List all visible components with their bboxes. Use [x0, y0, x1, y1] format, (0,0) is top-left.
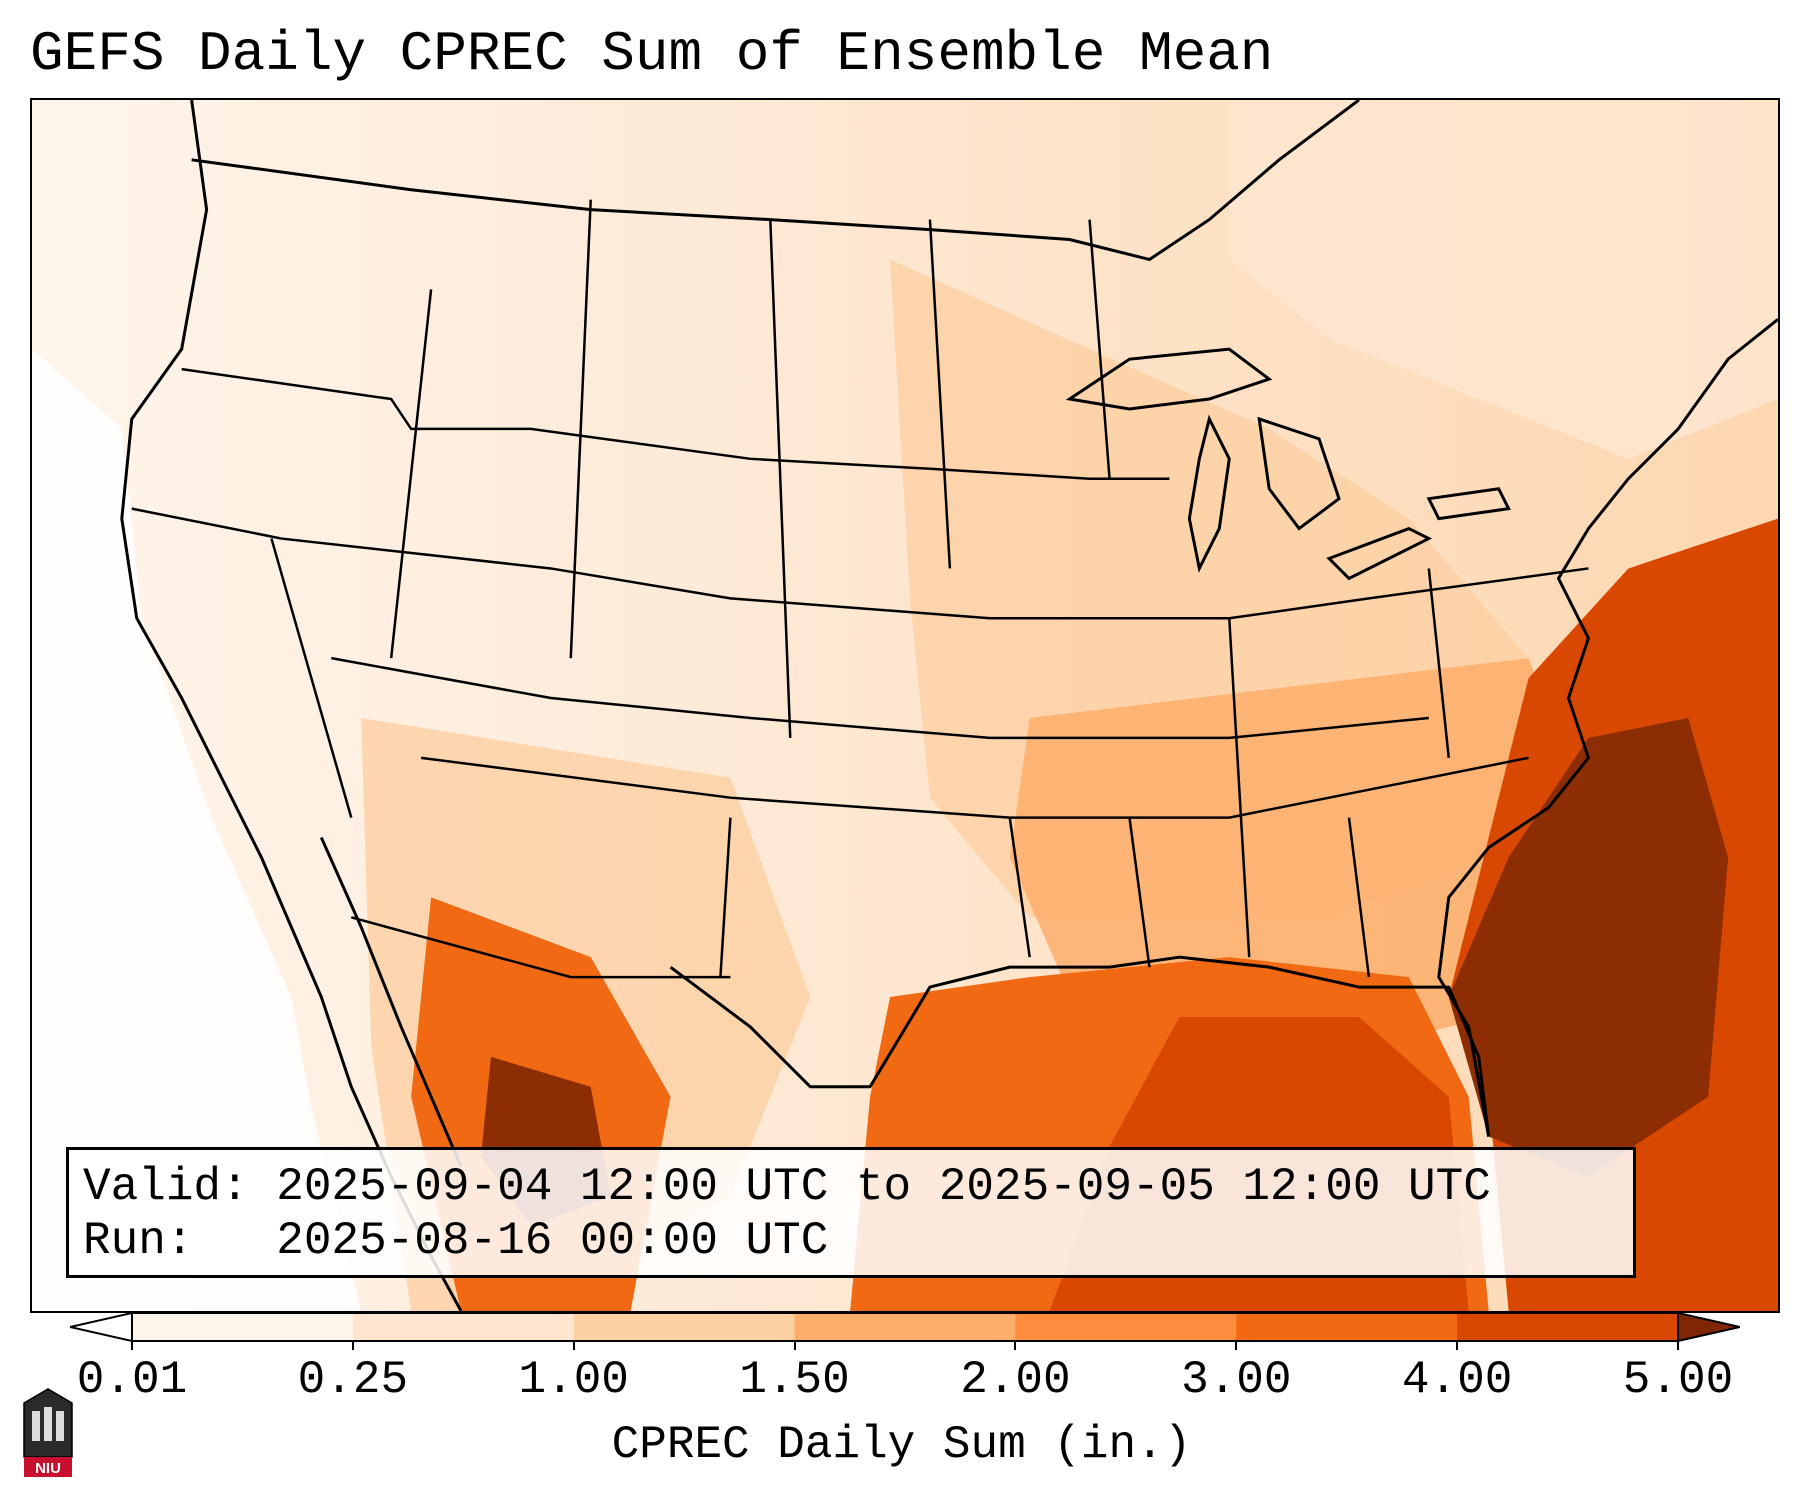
niu-logo-icon: NIU [18, 1385, 78, 1480]
lake-ontario [1426, 487, 1511, 521]
run-value: 2025-08-16 00:00 UTC [276, 1215, 829, 1267]
valid-value: 2025-09-04 12:00 UTC to 2025-09-05 12:00… [276, 1161, 1491, 1213]
colorbar-over-arrow [1677, 1312, 1740, 1342]
map-canvas [32, 100, 1778, 1311]
colorbar-tick-mark [351, 1340, 354, 1350]
colorbar-segment [794, 1313, 1016, 1341]
colorbar-tick-label: 5.00 [1622, 1354, 1734, 1406]
colorbar-ticks: 0.01 0.25 1.00 1.50 2.00 3.00 4.00 5.00 [0, 1340, 1803, 1410]
colorbar-segment [132, 1313, 354, 1341]
colorbar-tick-mark [1014, 1340, 1017, 1350]
colorbar-canvas [70, 1312, 1740, 1342]
coastlines [120, 100, 1778, 1311]
colorbar-tick-label: 4.00 [1401, 1354, 1513, 1406]
colorbar-tick-mark [793, 1340, 796, 1350]
colorbar [70, 1312, 1740, 1342]
valid-label: Valid: [83, 1161, 249, 1213]
valid-info-box: Valid: 2025-09-04 12:00 UTC to 2025-09-0… [66, 1147, 1636, 1278]
colorbar-tick-mark [1677, 1340, 1679, 1350]
great-lakes [1065, 347, 1511, 581]
gulf-coastline [669, 955, 1491, 1137]
colorbar-tick-mark [572, 1340, 575, 1350]
colorbar-tick-label: 1.00 [518, 1354, 629, 1406]
colorbar-segment [1457, 1313, 1679, 1341]
colorbar-segment [573, 1313, 796, 1341]
colorbar-label: CPREC Daily Sum (in.) [611, 1419, 1192, 1471]
lake-huron [1257, 416, 1341, 531]
pacific-coastline [120, 100, 463, 1311]
colorbar-border [131, 1312, 1679, 1342]
atlantic-coastline [1437, 318, 1778, 1137]
colorbar-segment [352, 1313, 575, 1341]
colorbar-tick-label: 0.25 [297, 1354, 409, 1406]
colorbar-segment [1015, 1313, 1237, 1341]
lake-erie [1326, 526, 1433, 581]
run-label: Run: [83, 1215, 194, 1267]
lake-superior [1065, 347, 1273, 411]
colorbar-tick-mark [131, 1340, 133, 1350]
precipitation-map [30, 98, 1780, 1313]
logo-text: NIU [35, 1460, 61, 1477]
colorbar-tick-mark [1456, 1340, 1459, 1350]
precip-field-atlantic-core [1448, 717, 1729, 1177]
colorbar-under-arrow [70, 1312, 133, 1342]
colorbar-tick-mark [1235, 1340, 1238, 1350]
colorbar-tick-label: 2.00 [960, 1354, 1071, 1406]
map-title: GEFS Daily CPREC Sum of Ensemble Mean [30, 22, 1274, 86]
precip-field-pacific [32, 349, 362, 1311]
colorbar-tick-label: 0.01 [76, 1354, 188, 1406]
colorbar-segment [1236, 1313, 1458, 1341]
precip-field-canada [1229, 100, 1778, 459]
northern-border [191, 100, 1360, 262]
colorbar-tick-label: 1.50 [739, 1354, 850, 1406]
baja-coastline [319, 836, 463, 1168]
colorbar-tick-label: 3.00 [1181, 1354, 1292, 1406]
precip-field-southeast [1009, 658, 1589, 1057]
state-borders [131, 199, 1589, 979]
lake-michigan [1187, 414, 1231, 574]
